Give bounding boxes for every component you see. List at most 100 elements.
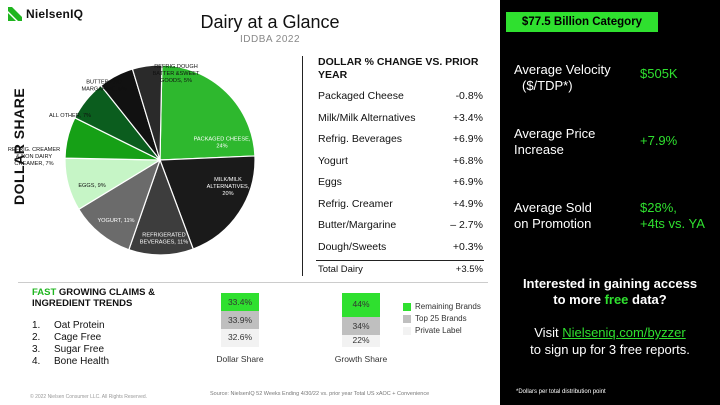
pct-change-row: Milk/Milk Alternatives +3.4%	[318, 112, 483, 128]
nielseniq-logo-mark	[8, 7, 22, 21]
legend-swatch	[403, 326, 411, 335]
claim-item: 3. Sugar Free	[32, 344, 104, 355]
pct-change-name: Butter/Margarine	[318, 219, 397, 231]
byzzer-link[interactable]: Nielseniq.com/byzzer	[562, 325, 686, 340]
visit-text: Visit Nielseniq.com/byzzer to sign up fo…	[500, 324, 720, 358]
claim-item: 2. Cage Free	[32, 332, 101, 343]
pct-change-header: DOLLAR % CHANGE VS. PRIOR YEAR	[318, 56, 479, 81]
bar-segment: 33.4%	[221, 293, 259, 312]
pct-change-value: +3.4%	[452, 111, 483, 124]
brand-name: NielsenIQ	[26, 7, 84, 21]
metric-velocity-label-l2: ($/TDP*)	[522, 78, 573, 93]
pct-change-row: Eggs +6.9%	[318, 176, 483, 192]
pie-slice	[131, 64, 163, 161]
bar-segment: 34%	[342, 316, 380, 336]
pct-change-name: Yogurt	[318, 154, 348, 167]
pie-slice	[128, 158, 194, 256]
pct-total-row: Total Dairy +3.5%	[318, 264, 483, 280]
pct-change-name: Packaged Cheese	[318, 90, 404, 102]
metric-price-value: +7.9%	[640, 133, 678, 148]
metric-price-label-l1: Average Price	[514, 126, 596, 141]
sidebar-panel: $77.5 Billion Category Average Velocity …	[500, 0, 720, 405]
metric-promo-label: Average Sold on Promotion	[514, 200, 592, 232]
bar-segment: 33.9%	[221, 311, 259, 330]
metric-velocity-value: $505K	[640, 66, 678, 81]
metric-promo-label-l2: on Promotion	[514, 216, 592, 231]
legend-label: Top 25 Brands	[415, 314, 467, 323]
pie-slice-label: REFRIGERATED BEVERAGES, 11%	[140, 233, 188, 246]
pie-slice-label: BUTTER AND MARGARINE, 6%	[81, 80, 126, 93]
pct-change-name: Refrig. Beverages	[318, 133, 403, 145]
bar-category-label: Growth Share	[334, 354, 388, 364]
pct-change-row: Yogurt +6.8%	[318, 155, 483, 171]
pie-slice-label: REFRIG.DOUGH BATTER &SWEET GOODS, 5%	[153, 64, 200, 84]
visit-prefix: Visit	[534, 325, 563, 340]
bar-segment: 32.6%	[221, 329, 259, 347]
bar-category-label: Dollar Share	[216, 354, 264, 364]
pct-change-row: Refrig. Creamer +4.9%	[318, 198, 483, 214]
pct-total-name: Total Dairy	[318, 264, 363, 275]
pct-change-value: +0.3%	[452, 240, 483, 253]
page-subtitle: IDDBA 2022	[239, 34, 301, 45]
claim-text: Sugar Free	[54, 344, 105, 355]
pct-change-row: Packaged Cheese -0.8%	[318, 90, 483, 106]
claim-text: Bone Health	[54, 356, 110, 367]
pie-slice-label: PACKAGED CHEESE, 24%	[194, 137, 251, 150]
claims-heading-line2: INGREDIENT TRENDS	[32, 298, 133, 309]
pct-change-value: +4.9%	[452, 197, 483, 210]
vertical-divider	[302, 56, 303, 276]
page-title: Dairy at a Glance	[200, 12, 340, 32]
metric-velocity-label-l1: Average Velocity	[514, 62, 611, 77]
pct-total-value: +3.5%	[455, 264, 483, 275]
pct-change-value: – 2.7%	[450, 219, 483, 231]
pct-change-row: Butter/Margarine – 2.7%	[318, 219, 483, 235]
bar-segment: 44%	[342, 293, 380, 317]
claims-heading-fast: FAST	[32, 287, 57, 298]
metric-promo-value: $28%, +4ts vs. YA	[640, 200, 705, 232]
pct-change-name: Milk/Milk Alternatives	[318, 111, 416, 124]
claim-text: Cage Free	[54, 332, 102, 343]
claim-number: 1.	[32, 320, 41, 331]
claim-item: 1. Oat Protein	[32, 320, 105, 331]
pie-slice	[159, 64, 256, 161]
nielseniq-logo[interactable]: NielsenIQ	[8, 7, 83, 21]
velocity-footnote: *Dollars per total distribution point	[516, 389, 606, 395]
claim-number: 4.	[32, 356, 41, 367]
source-text: Source: NielsenIQ 52 Weeks Ending 4/30/2…	[210, 391, 430, 397]
cta-line1: Interested in gaining access	[522, 276, 698, 291]
legend-item: Private Label	[403, 326, 462, 335]
legend-item: Remaining Brands	[403, 302, 481, 311]
claim-number: 2.	[32, 332, 41, 343]
claims-heading: FAST GROWING CLAIMS & INGREDIENT TRENDS	[32, 287, 155, 309]
metric-price-label-l2: Increase	[514, 142, 564, 157]
pie-slice-label: ALL OTHER, 7%	[49, 113, 91, 119]
pct-change-value: +6.9%	[452, 133, 483, 145]
claim-number: 3.	[32, 344, 41, 355]
infographic-main: NielsenIQ Dairy at a Glance IDDBA 2022 D…	[7, 7, 488, 400]
cta-free-word: free	[604, 292, 629, 307]
dollar-share-pie-chart: PACKAGED CHEESE, 24% MILK/MILK ALTERNATIVES…	[8, 64, 256, 256]
pie-slice-label: REFRIG. CREAMER & NON DAIRY CREAMER, 7%	[8, 147, 60, 167]
pie-slice	[159, 155, 256, 250]
pct-change-name: Dough/Sweets	[318, 240, 387, 253]
metric-promo-value-l2: +4ts vs. YA	[640, 216, 705, 231]
metric-promo-label-l1: Average Sold	[514, 200, 592, 215]
legend-label: Remaining Brands	[415, 302, 481, 311]
pie-slice	[77, 158, 162, 251]
pct-change-value: +6.8%	[452, 154, 483, 167]
total-divider	[316, 260, 484, 261]
section-divider	[18, 282, 488, 283]
metric-price-label: Average Price Increase	[514, 126, 595, 158]
pct-change-name: Refrig. Creamer	[318, 197, 393, 210]
claim-text: Oat Protein	[54, 320, 105, 331]
category-size-badge: $77.5 Billion Category	[506, 12, 658, 32]
cta-line2-b: data?	[628, 292, 667, 307]
cta-heading: Interested in gaining access to more fre…	[500, 276, 720, 308]
metric-promo-value-l1: $28%,	[640, 200, 677, 215]
pie-slice-label: YOGURT, 11%	[97, 218, 134, 224]
claim-item: 4. Bone Health	[32, 356, 109, 367]
legend-label: Private Label	[415, 326, 462, 335]
bar-segment: 22%	[342, 335, 380, 347]
legend-swatch	[403, 314, 411, 323]
pct-change-name: Eggs	[318, 176, 342, 188]
